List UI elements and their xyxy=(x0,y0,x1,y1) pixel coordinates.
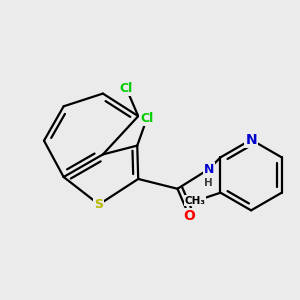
Text: N: N xyxy=(245,133,257,147)
Text: O: O xyxy=(183,209,195,223)
Text: CH₃: CH₃ xyxy=(184,196,206,206)
Text: H: H xyxy=(203,178,212,188)
Text: N: N xyxy=(204,163,214,176)
Text: S: S xyxy=(94,198,103,211)
Text: Cl: Cl xyxy=(120,82,133,95)
Text: Cl: Cl xyxy=(140,112,154,124)
